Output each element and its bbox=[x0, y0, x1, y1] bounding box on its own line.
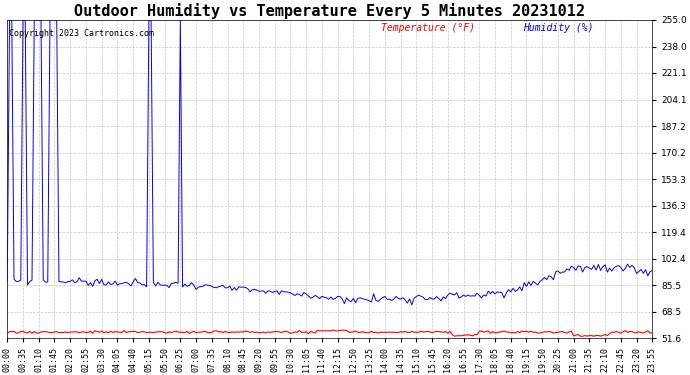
Text: Copyright 2023 Cartronics.com: Copyright 2023 Cartronics.com bbox=[8, 30, 154, 39]
Text: Humidity (%): Humidity (%) bbox=[523, 23, 594, 33]
Title: Outdoor Humidity vs Temperature Every 5 Minutes 20231012: Outdoor Humidity vs Temperature Every 5 … bbox=[75, 3, 585, 19]
Text: Temperature (°F): Temperature (°F) bbox=[382, 23, 475, 33]
